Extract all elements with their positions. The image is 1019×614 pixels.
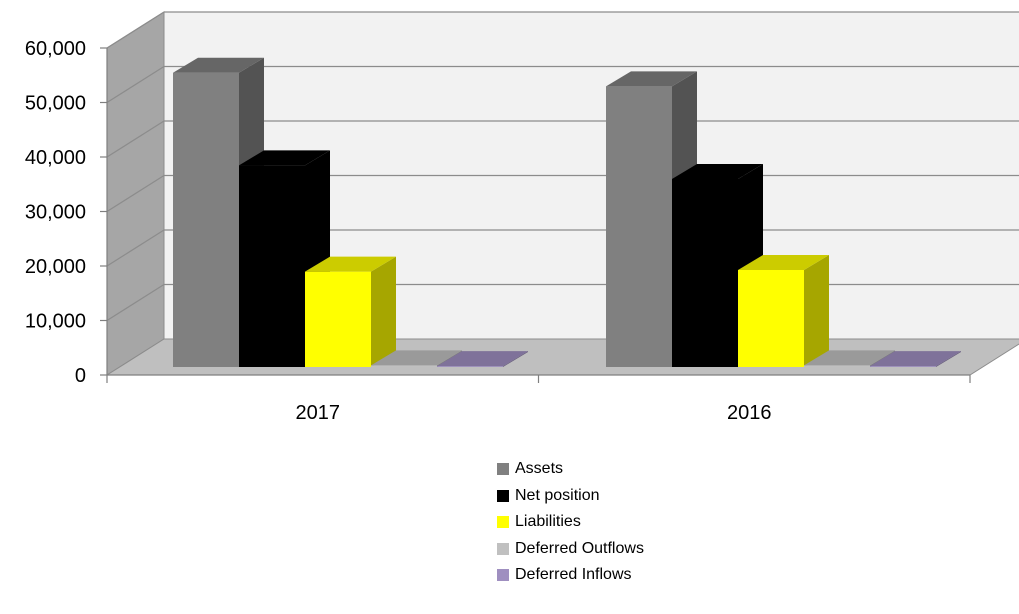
legend-item: Net position bbox=[497, 483, 644, 510]
bar-top bbox=[606, 71, 697, 87]
bar-side bbox=[371, 256, 396, 367]
bar-top bbox=[305, 256, 396, 272]
y-tick-label: 0 bbox=[75, 365, 86, 387]
bar-top bbox=[870, 351, 961, 367]
y-tick-label: 20,000 bbox=[25, 256, 86, 278]
bar-side bbox=[936, 351, 961, 367]
y-tick-label: 50,000 bbox=[25, 93, 86, 115]
gridline-side bbox=[106, 120, 165, 158]
legend-label: Liabilities bbox=[515, 513, 581, 531]
legend-swatch bbox=[497, 569, 509, 582]
bar bbox=[437, 351, 528, 367]
bar-top bbox=[371, 350, 462, 366]
legend-item: Assets bbox=[497, 456, 644, 483]
bar-top bbox=[173, 57, 264, 73]
legend-swatch bbox=[497, 489, 509, 502]
legend-swatch bbox=[497, 463, 509, 476]
bar-front bbox=[305, 271, 371, 367]
legend-swatch bbox=[497, 542, 509, 555]
y-tick-label: 60,000 bbox=[25, 38, 86, 60]
bar bbox=[305, 256, 396, 367]
chart-legend: Assets Net position Liabilities Deferred Ou… bbox=[497, 456, 644, 589]
chart-bars bbox=[173, 57, 961, 367]
bar-front bbox=[804, 365, 870, 367]
bar-front bbox=[371, 365, 437, 367]
legend-label: Deferred Inflows bbox=[515, 566, 632, 584]
bar-top bbox=[239, 150, 330, 166]
x-axis-ticks: 2017 2016 bbox=[296, 402, 772, 424]
legend-item: Deferred Outflows bbox=[497, 536, 644, 563]
bar-front bbox=[672, 178, 738, 367]
gridline-side bbox=[106, 174, 165, 213]
y-axis-ticks: 0 10,000 20,000 30,000 40,000 50,000 60,000 bbox=[25, 38, 86, 387]
bar-top bbox=[672, 163, 763, 179]
gridline-side bbox=[106, 229, 165, 267]
gridline-side bbox=[106, 65, 165, 104]
chart-axes bbox=[100, 47, 971, 383]
legend-item: Deferred Inflows bbox=[497, 562, 644, 589]
bar-side bbox=[804, 254, 829, 367]
legend-label: Assets bbox=[515, 460, 564, 478]
bar-top bbox=[738, 254, 829, 270]
y-tick-label: 40,000 bbox=[25, 147, 86, 169]
bar-side bbox=[503, 351, 528, 367]
bar-front bbox=[239, 165, 305, 367]
bar bbox=[870, 351, 961, 367]
legend-label: Net position bbox=[515, 486, 600, 504]
legend-swatch bbox=[497, 516, 509, 529]
legend-item: Liabilities bbox=[497, 509, 644, 536]
bar-front bbox=[870, 366, 936, 367]
x-tick-label: 2016 bbox=[727, 402, 772, 424]
bar-front bbox=[606, 86, 672, 367]
bar-front bbox=[738, 269, 804, 367]
bar-top bbox=[804, 350, 895, 366]
y-tick-label: 30,000 bbox=[25, 202, 86, 224]
bar-front bbox=[437, 366, 503, 367]
bar-top bbox=[437, 351, 528, 367]
bar bbox=[239, 150, 330, 367]
y-tick-label: 10,000 bbox=[25, 311, 86, 333]
bar bbox=[738, 254, 829, 367]
gridline-side bbox=[106, 283, 165, 322]
x-tick-label: 2017 bbox=[296, 402, 341, 424]
legend-label: Deferred Outflows bbox=[515, 539, 644, 557]
gridline-side bbox=[106, 11, 165, 49]
bar-front bbox=[173, 72, 239, 367]
